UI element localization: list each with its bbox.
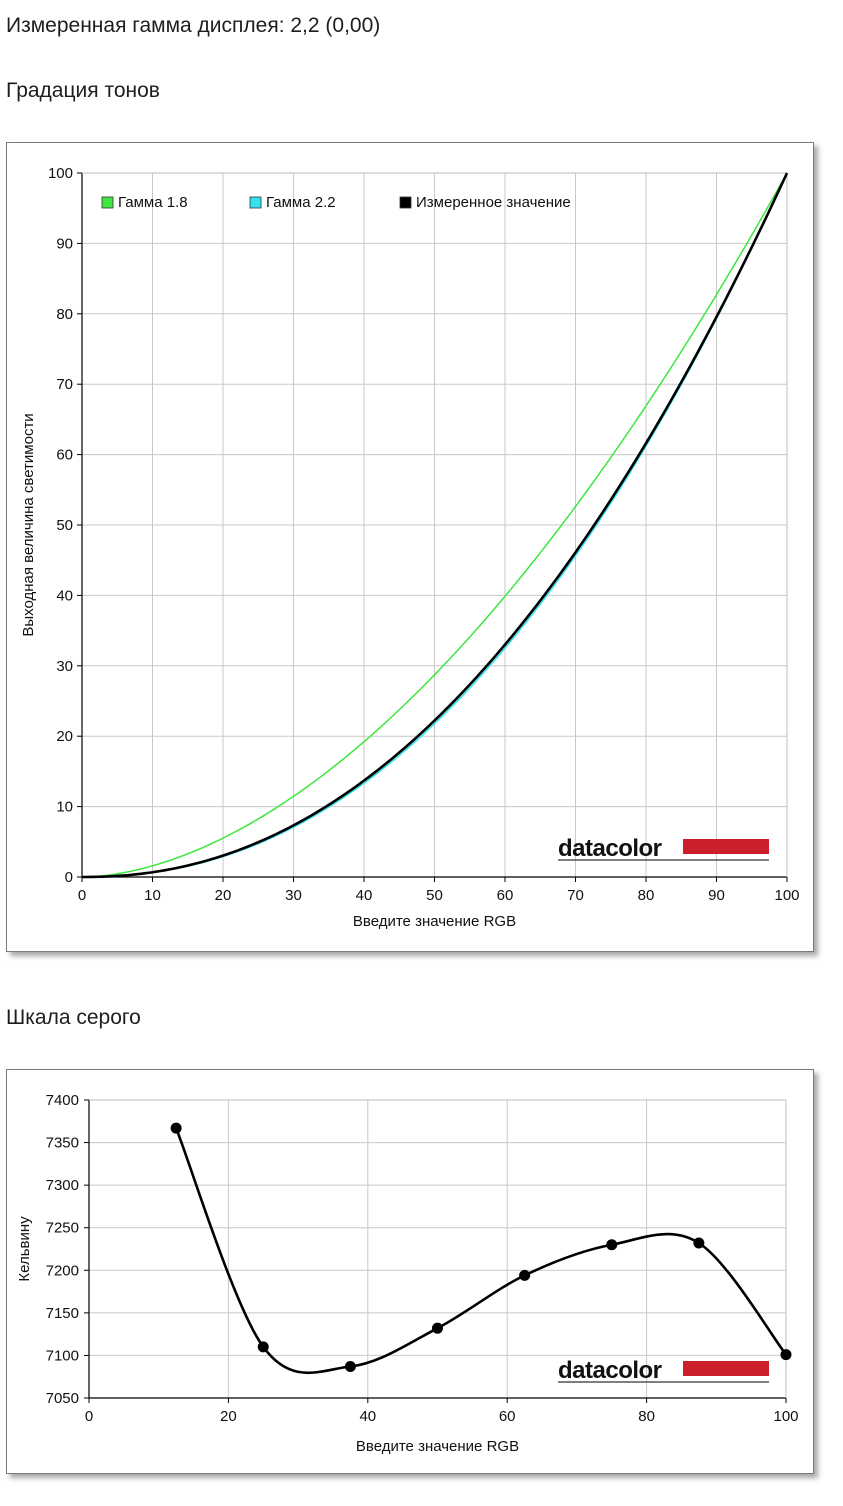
data-point (693, 1237, 705, 1249)
x-tick-label: 40 (356, 887, 373, 904)
x-tick-label: 0 (85, 1408, 93, 1425)
data-point (780, 1349, 792, 1361)
data-point (344, 1360, 356, 1372)
tone-gradation-chart: 0 10 20 30 40 50 60 70 80 90 100 0 10 20 30 40 50 60 70 80 9… (20, 165, 800, 930)
datacolor-logo: datacolor (558, 1357, 769, 1384)
y-tick-label: 7300 (46, 1177, 79, 1194)
series-line (174, 1127, 788, 1375)
data-point (257, 1341, 269, 1353)
x-tick-label: 100 (774, 887, 799, 904)
legend-swatch (101, 196, 114, 209)
x-axis-title: Введите значение RGB (356, 1438, 519, 1455)
measured-gamma-text: Измеренная гамма дисплея: 2,2 (0,00) (6, 14, 381, 37)
y-tick-label: 7150 (46, 1305, 79, 1322)
y-tick-label: 10 (56, 799, 73, 816)
y-tick-label: 7350 (46, 1135, 79, 1152)
grayscale-heading: Шкала серого (6, 1006, 141, 1029)
x-tick-label: 80 (638, 1408, 655, 1425)
y-tick-label: 30 (56, 658, 73, 675)
y-tick-label: 7400 (46, 1092, 79, 1109)
y-tick-label: 20 (56, 728, 73, 745)
x-tick-label: 60 (499, 1408, 516, 1425)
x-tick-label: 80 (638, 887, 655, 904)
tone-gradation-chart-panel: 0 10 20 30 40 50 60 70 80 90 100 0 10 20 30 40 50 60 70 80 9… (6, 142, 814, 952)
legend-swatch (399, 196, 412, 209)
x-tick-label: 20 (220, 1408, 237, 1425)
y-tick-label: 90 (56, 235, 73, 252)
x-axis-title: Введите значение RGB (353, 913, 516, 930)
y-tick-label: 7200 (46, 1262, 79, 1279)
y-axis-title: Кельвину (16, 1216, 33, 1282)
x-tick-label: 50 (426, 887, 443, 904)
legend-item: Гамма 1.8 (101, 194, 188, 211)
series-line (81, 172, 788, 878)
grayscale-chart-panel: 0 20 40 60 80 100 7050 7100 7150 7200 7250 7300 7350… (6, 1069, 814, 1474)
x-tick-label: 70 (567, 887, 584, 904)
datacolor-logo-text: datacolor (558, 1357, 662, 1384)
data-point (519, 1269, 531, 1281)
series-line (81, 172, 789, 879)
x-tick-label: 30 (285, 887, 302, 904)
legend-label: Гамма 2.2 (266, 194, 336, 211)
y-tick-label: 80 (56, 306, 73, 323)
y-tick-label: 50 (56, 517, 73, 534)
tone-gradation-heading: Градация тонов (6, 79, 160, 102)
legend-item: Гамма 2.2 (249, 194, 336, 211)
y-tick-label: 7250 (46, 1220, 79, 1237)
data-point (170, 1122, 182, 1134)
legend-label: Измеренное значение (416, 194, 571, 211)
y-tick-label: 40 (56, 587, 73, 604)
x-tick-label: 40 (359, 1408, 376, 1425)
datacolor-logo-bar (683, 839, 769, 854)
data-point (432, 1322, 443, 1334)
x-tick-label: 90 (708, 887, 725, 904)
legend-swatch (249, 196, 262, 209)
y-tick-label: 0 (65, 869, 73, 886)
x-tick-label: 20 (215, 887, 232, 904)
y-tick-label: 100 (48, 165, 73, 182)
y-tick-label: 7050 (46, 1390, 79, 1407)
y-tick-label: 60 (56, 447, 73, 464)
y-axis-title: Выходная величина светимости (20, 413, 37, 636)
y-tick-label: 70 (56, 376, 73, 393)
x-tick-label: 100 (773, 1408, 798, 1425)
x-tick-label: 10 (144, 887, 161, 904)
datacolor-logo-bar (683, 1361, 769, 1376)
datacolor-logo: datacolor (558, 835, 769, 862)
legend-label: Гамма 1.8 (118, 194, 188, 211)
grayscale-chart: 0 20 40 60 80 100 7050 7100 7150 7200 7250 7300 7350… (16, 1092, 799, 1455)
datacolor-logo-text: datacolor (558, 835, 662, 862)
x-tick-label: 60 (497, 887, 514, 904)
data-point (606, 1239, 618, 1251)
y-tick-label: 7100 (46, 1347, 79, 1364)
x-tick-label: 0 (78, 887, 86, 904)
legend-item: Измеренное значение (399, 194, 571, 211)
